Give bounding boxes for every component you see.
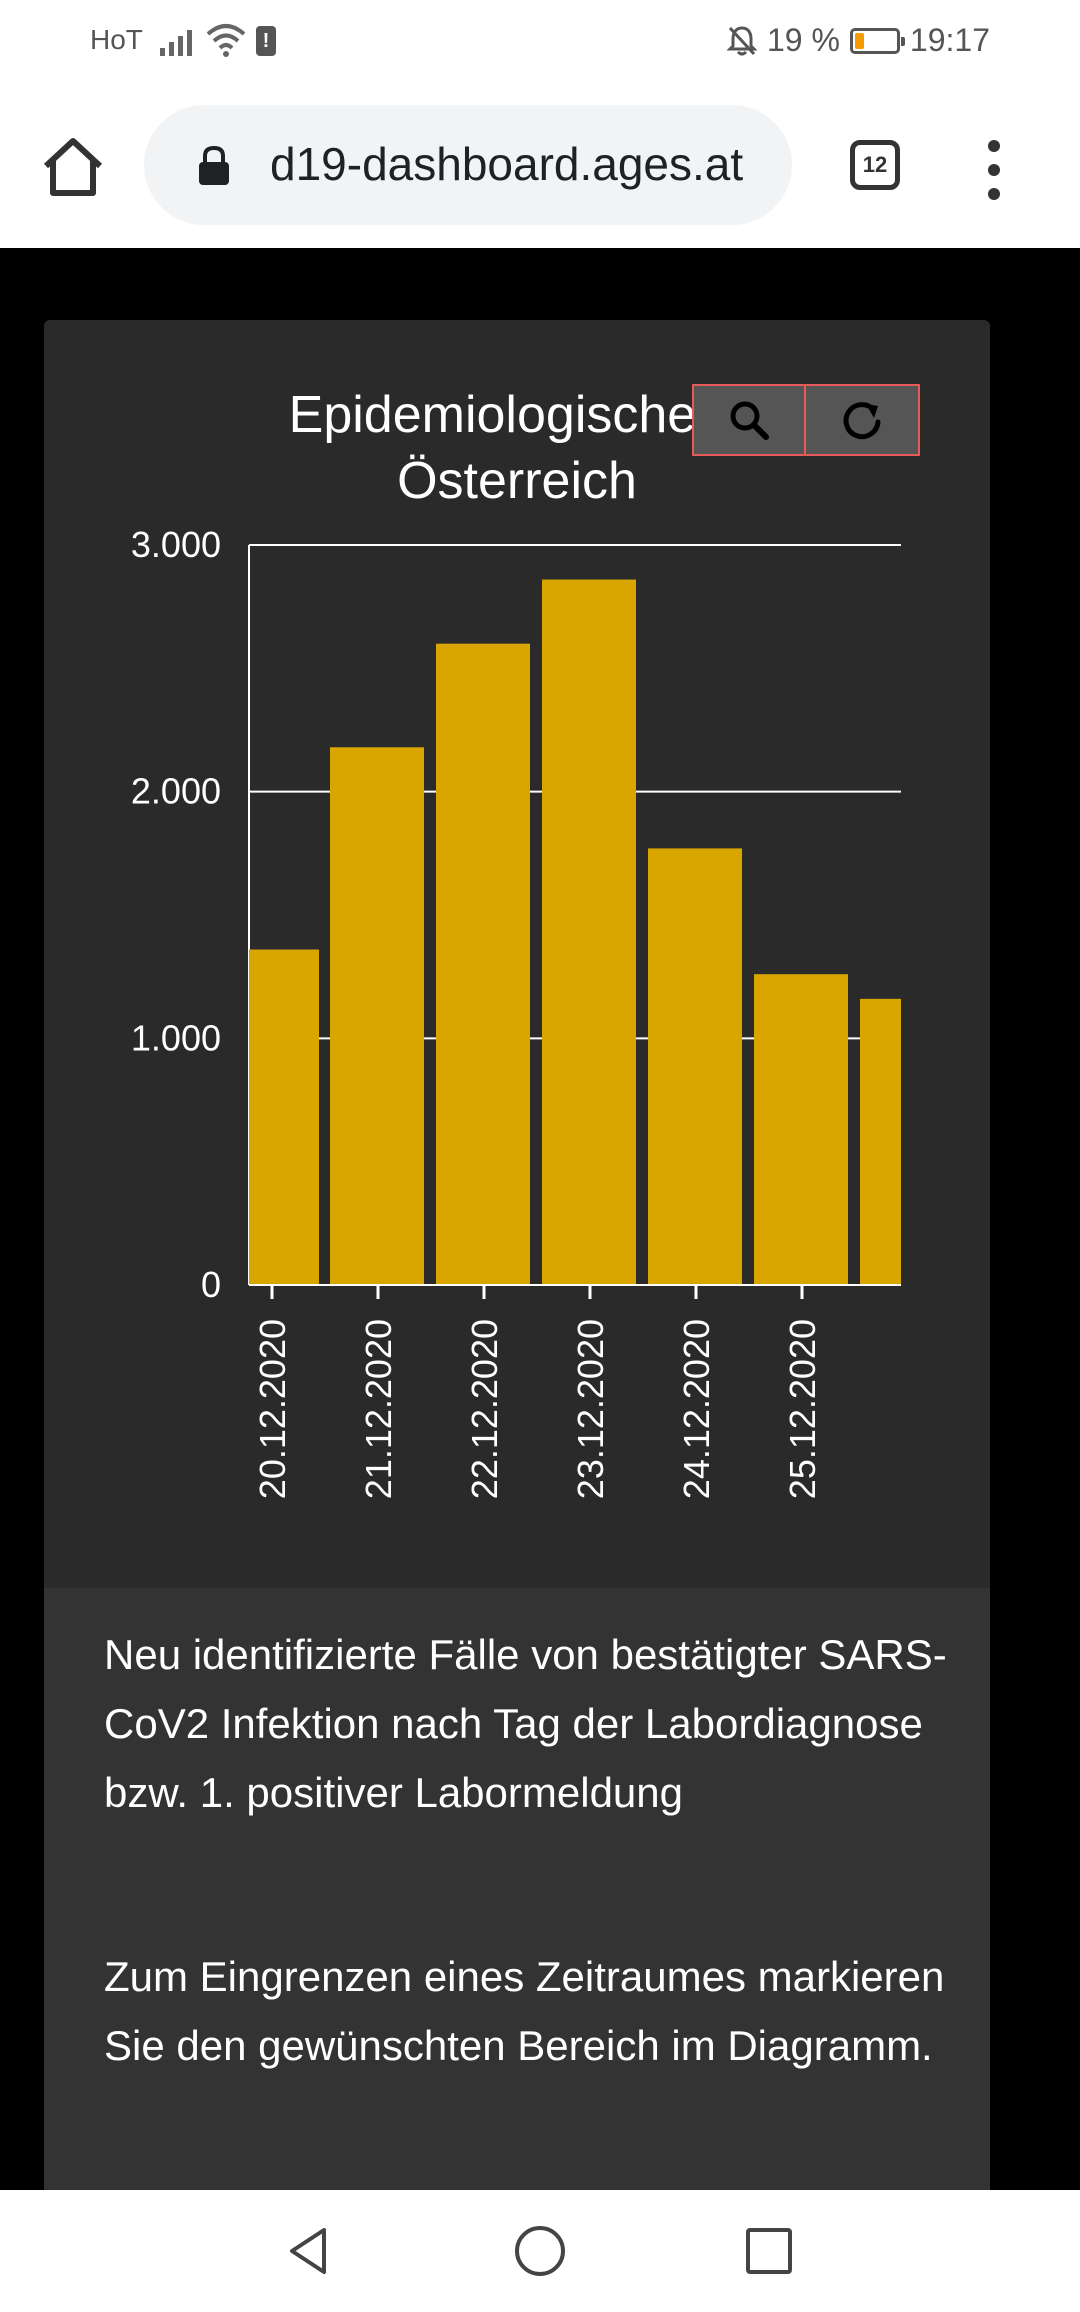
- lock-icon: [199, 145, 229, 185]
- bar-25.12.2020: [754, 974, 848, 1285]
- tab-switcher-button[interactable]: 12: [850, 140, 900, 190]
- zoom-button[interactable]: [692, 384, 806, 456]
- reset-zoom-button[interactable]: [806, 384, 920, 456]
- clock: 19:17: [909, 22, 990, 58]
- battery-alert-icon: !: [256, 26, 276, 56]
- y-tick-label: 0: [201, 1264, 221, 1305]
- x-tick-label: 25.12.2020: [782, 1319, 823, 1499]
- mute-bell-icon: [726, 25, 757, 55]
- y-tick-label: 2.000: [131, 771, 221, 812]
- bar-24.12.2020: [648, 848, 742, 1285]
- back-icon[interactable]: [282, 2224, 336, 2278]
- bar-chart[interactable]: 0 1.000 2.000 3.000 20.12.2020 21.12.2020 22.1…: [44, 320, 990, 1580]
- url-text: d19-dashboard.ages.at: [270, 138, 744, 190]
- bar-21.12.2020: [330, 747, 424, 1285]
- system-nav-bar: [0, 2190, 1080, 2312]
- battery-icon: [849, 27, 905, 54]
- address-bar[interactable]: d19-dashboard.ages.at: [144, 105, 792, 225]
- x-tick-label: 20.12.2020: [252, 1319, 293, 1499]
- chart-title-line-1: Epidemiologische K: [288, 386, 746, 444]
- y-tick-label: 3.000: [131, 524, 221, 565]
- chart-title: Epidemiologische K Österreich: [44, 382, 990, 514]
- home-nav-icon[interactable]: [513, 2224, 567, 2278]
- bar-22.12.2020: [436, 643, 530, 1285]
- signal-icon: [160, 22, 192, 56]
- x-tick-label: 21.12.2020: [358, 1319, 399, 1499]
- chart-card: Epidemiologische K Österreich 0 1.000 2.00…: [44, 320, 990, 2190]
- description-paragraph-1: Neu identifizierte Fälle von bestätigter…: [104, 1631, 947, 1816]
- chart-description: Neu identifizierte Fälle von bestätigter…: [44, 1588, 990, 2190]
- bar-26.12.2020: [860, 998, 901, 1285]
- chart-toolbar: [692, 384, 920, 456]
- y-tick-label: 1.000: [131, 1017, 221, 1058]
- description-paragraph-2: Zum Eingrenzen eines Zeitraumes markiere…: [104, 1953, 945, 2069]
- search-icon: [730, 401, 769, 440]
- overflow-menu-icon[interactable]: [988, 140, 1002, 200]
- refresh-icon: [843, 402, 881, 440]
- x-tick-label: 24.12.2020: [676, 1319, 717, 1499]
- wifi-icon: [206, 24, 246, 57]
- x-tick-label: 22.12.2020: [464, 1319, 505, 1499]
- status-bar: HoT ! 19 % 19:17: [0, 0, 1080, 84]
- battery-percent: 19 %: [766, 22, 840, 58]
- bar-20.12.2020: [249, 949, 319, 1285]
- browser-toolbar: d19-dashboard.ages.at 12: [0, 84, 1080, 248]
- home-icon[interactable]: [40, 136, 106, 198]
- chart-title-line-2: Österreich: [397, 452, 637, 510]
- recents-icon[interactable]: [742, 2224, 796, 2278]
- carrier-label: HoT: [90, 24, 143, 55]
- x-tick-label: 23.12.2020: [570, 1319, 611, 1499]
- bar-23.12.2020: [542, 579, 636, 1285]
